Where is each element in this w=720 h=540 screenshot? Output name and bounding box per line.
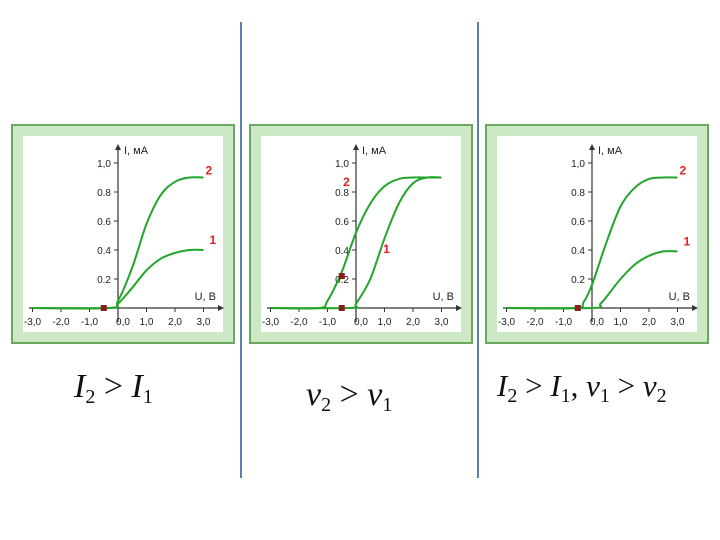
caption-2-b: ν [367,376,383,413]
y-tick-label: 0.6 [571,217,585,228]
data-marker [338,305,345,311]
y-tick-label: 0.2 [97,275,111,286]
x-tick-label: 1,0 [378,317,392,328]
plot-area [261,136,461,332]
y-axis-label: I, мА [362,145,387,157]
caption-3-a: I [497,368,508,403]
data-marker [338,273,345,280]
y-tick-label: 1,0 [571,159,585,170]
data-marker [574,305,581,311]
series-2-line [270,176,442,310]
data-marker [100,305,107,311]
x-tick-label: 3,0 [671,317,685,328]
caption-2-a-sub: 2 [321,394,332,416]
x-tick-label: -3,0 [24,317,42,328]
x-tick-label: 0,0 [354,317,368,328]
x-tick-label: -1,0 [555,317,573,328]
caption-1-a-sub: 2 [85,386,96,408]
y-tick-label: 1,0 [335,159,349,170]
x-axis-label: U, В [195,291,216,303]
chart-panel-1: -3,0 -2,0 -1,0 0,0 1,0 2,0 3,0 0.2 0.4 0.6 0.8 1,0 I… [11,124,235,344]
y-tick-label: 0.2 [571,275,585,286]
x-tick-label: 2,0 [168,317,182,328]
y-axis-label: I, мА [598,145,623,157]
x-tick-label: 1,0 [614,317,628,328]
caption-2-op: > [331,376,368,413]
y-tick-label: 0.6 [335,217,349,228]
y-tick-label: 1,0 [97,159,111,170]
caption-1: I2 > I1 [74,368,153,409]
y-tick-label: 0.6 [97,217,111,228]
series-1-line [270,176,442,310]
caption-3-c: ν [586,368,600,403]
plot-area [23,136,223,332]
caption-3-d-sub: 2 [656,385,667,407]
plot-area [497,136,697,332]
caption-1-a: I [74,368,86,405]
x-axis-arrow [456,305,462,311]
y-axis-arrow [115,144,121,150]
chart-2: -3,0 -2,0 -1,0 0,0 1,0 2,0 3,0 0.2 0.4 0.6 0.8 1,0 I… [261,136,462,332]
series-1-line [32,248,204,310]
x-tick-label: 0,0 [116,317,130,328]
y-axis-label: I, мА [124,145,149,157]
caption-1-b-sub: 1 [142,386,153,408]
x-tick-label: -2,0 [52,317,70,328]
y-tick-label: 0.2 [335,275,349,286]
caption-1-op: > [95,368,132,405]
caption-3-b: I [550,368,561,403]
x-tick-label: 3,0 [435,317,449,328]
x-axis-label: U, В [433,291,454,303]
y-tick-label: 0.8 [97,188,111,199]
caption-2: ν2 > ν1 [306,376,392,417]
x-tick-label: -3,0 [262,317,280,328]
x-tick-label: -2,0 [290,317,308,328]
series-2-label: 2 [206,164,213,178]
series-1-line [506,250,678,310]
x-axis-arrow [218,305,224,311]
series-2-line [506,176,678,310]
divider-right [477,22,479,478]
x-axis-label: U, В [669,291,690,303]
caption-3: I2 > I1, ν1 > ν2 [497,368,667,408]
x-tick-label: 0,0 [590,317,604,328]
x-tick-label: 1,0 [140,317,154,328]
chart-panel-2: -3,0 -2,0 -1,0 0,0 1,0 2,0 3,0 0.2 0.4 0.6 0.8 1,0 I… [249,124,473,344]
x-tick-label: -1,0 [319,317,337,328]
caption-1-b: I [131,368,143,405]
caption-3-op2: > [609,368,643,403]
caption-3-b-sub: 1 [560,385,571,407]
x-tick-label: 3,0 [197,317,211,328]
caption-3-sep: , [570,368,587,403]
caption-3-op: > [517,368,551,403]
y-tick-label: 0.8 [571,188,585,199]
y-axis-arrow [589,144,595,150]
divider-left [240,22,242,478]
caption-3-c-sub: 1 [599,385,610,407]
x-tick-label: -3,0 [498,317,516,328]
x-axis-arrow [692,305,698,311]
y-axis-arrow [353,144,359,150]
series-2-label: 2 [680,164,687,178]
series-1-label: 1 [383,242,390,256]
chart-panel-3: -3,0 -2,0 -1,0 0,0 1,0 2,0 3,0 0.2 0.4 0.6 0.8 1,0 I… [485,124,709,344]
series-1-label: 1 [210,233,217,247]
caption-2-a: ν [306,376,322,413]
caption-3-a-sub: 2 [507,385,518,407]
chart-1: -3,0 -2,0 -1,0 0,0 1,0 2,0 3,0 0.2 0.4 0.6 0.8 1,0 I… [23,136,224,332]
x-tick-label: 2,0 [406,317,420,328]
caption-2-b-sub: 1 [382,394,393,416]
x-tick-label: 2,0 [642,317,656,328]
caption-3-d: ν [642,368,657,403]
y-tick-label: 0.8 [335,188,349,199]
chart-3: -3,0 -2,0 -1,0 0,0 1,0 2,0 3,0 0.2 0.4 0.6 0.8 1,0 I… [497,136,698,332]
series-1-label: 1 [684,234,691,248]
x-tick-label: -1,0 [81,317,99,328]
series-2-label: 2 [343,175,350,189]
x-tick-label: -2,0 [526,317,544,328]
y-tick-label: 0.4 [335,246,349,257]
y-tick-label: 0.4 [571,246,585,257]
y-tick-label: 0.4 [97,246,111,257]
